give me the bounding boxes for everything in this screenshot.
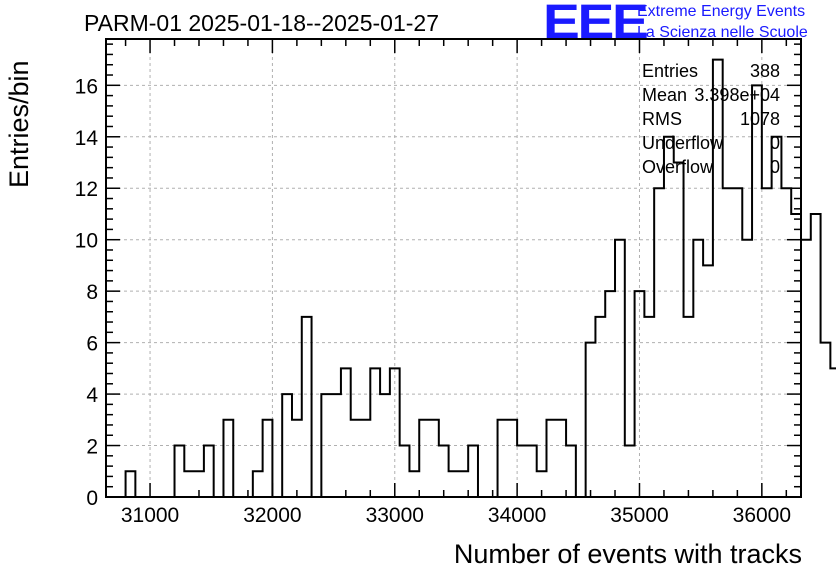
histogram-bin (546, 420, 556, 497)
logo-line-2: La Scienza nelle Scuole (637, 24, 808, 41)
y-tick-label: 16 (75, 75, 98, 98)
histogram-bin (223, 420, 233, 497)
stats-box: Entries 388 Mean 3.398e+04 RMS 1078 Unde… (642, 60, 780, 180)
histogram-bin (263, 420, 273, 497)
histogram-bin (615, 240, 625, 497)
chart-title: PARM-01 2025-01-18--2025-01-27 (84, 10, 439, 36)
y-tick-label: 2 (86, 436, 98, 459)
stat-row-underflow: Underflow 0 (642, 132, 780, 156)
y-tick-label: 10 (75, 230, 98, 253)
histogram-bin (468, 446, 478, 497)
y-tick-label: 12 (75, 178, 98, 201)
histogram-bin (126, 471, 136, 497)
histogram-bin (292, 420, 302, 497)
histogram-bin (684, 317, 694, 497)
histogram-bin (830, 368, 836, 497)
histogram-bin (429, 420, 439, 497)
histogram-bin (801, 240, 811, 497)
x-tick-label: 36000 (733, 504, 791, 527)
histogram-bin (674, 163, 684, 497)
histogram-bin (586, 343, 596, 497)
histogram-bin (204, 446, 214, 497)
histogram-bin (772, 137, 782, 497)
y-tick-label: 6 (86, 333, 98, 356)
histogram-bin (449, 471, 459, 497)
histogram-bin (439, 446, 449, 497)
histogram-bin (595, 317, 605, 497)
x-tick-label: 32000 (243, 504, 301, 527)
stat-name: Mean (642, 85, 688, 105)
histogram-bin (184, 471, 194, 497)
plot-frame (105, 38, 802, 498)
histogram-bin (409, 471, 419, 497)
stat-row-rms: RMS 1078 (642, 108, 780, 132)
stat-name: RMS (642, 109, 682, 129)
histogram-bin (517, 446, 527, 497)
histogram-bin (351, 420, 361, 497)
stat-value: 0 (769, 157, 780, 177)
stat-value: 388 (749, 61, 780, 81)
logo-line-1: Extreme Energy Events (637, 3, 806, 20)
eee-logo: EEE (543, 0, 649, 49)
histogram-bin (370, 368, 380, 497)
x-tick-label: 31000 (121, 504, 179, 527)
histogram-bin (527, 446, 537, 497)
histogram-bin (625, 446, 635, 497)
histogram-bin (821, 343, 831, 497)
histogram-bin (400, 446, 410, 497)
histogram-bin (302, 317, 312, 497)
histogram-bin (498, 420, 508, 497)
histogram-bin (703, 265, 713, 497)
stat-name: Entries (642, 61, 699, 81)
stat-value: 3.398e+04 (694, 85, 780, 105)
histogram-bin (419, 420, 429, 497)
histogram-bin (175, 446, 185, 497)
y-tick-label: 14 (75, 127, 99, 150)
histogram-bin (644, 317, 654, 497)
histogram-bin (791, 214, 801, 497)
stat-row-overflow: Overflow 0 (642, 156, 780, 180)
histogram-bin (566, 446, 576, 497)
histogram-bin (341, 368, 351, 497)
histogram-bin (507, 420, 517, 497)
histogram-bin (361, 420, 371, 497)
histogram-bin (742, 240, 752, 497)
y-tick-label: 4 (86, 384, 98, 407)
histogram-bin (253, 471, 263, 497)
histogram-bin (458, 471, 468, 497)
histogram-bin (693, 240, 703, 497)
stat-row-entries: Entries 388 (642, 60, 780, 84)
x-axis-label: Number of events with tracks (453, 539, 802, 569)
histogram-bin (664, 137, 674, 497)
x-tick-label: 33000 (366, 504, 424, 527)
y-tick-label: 0 (86, 487, 98, 510)
stat-value: 0 (769, 133, 780, 153)
x-tick-label: 35000 (610, 504, 668, 527)
histogram-bin (811, 214, 821, 497)
x-tick-label: 34000 (488, 504, 546, 527)
stat-row-mean: Mean 3.398e+04 (642, 84, 780, 108)
stat-name: Underflow (642, 133, 724, 153)
histogram-outline (124, 58, 836, 498)
histogram-bin (556, 420, 566, 497)
y-axis-label: Entries/bin (4, 60, 34, 188)
stat-name: Overflow (642, 157, 714, 177)
stat-value: 1078 (739, 109, 780, 129)
y-tick-label: 8 (86, 281, 98, 304)
